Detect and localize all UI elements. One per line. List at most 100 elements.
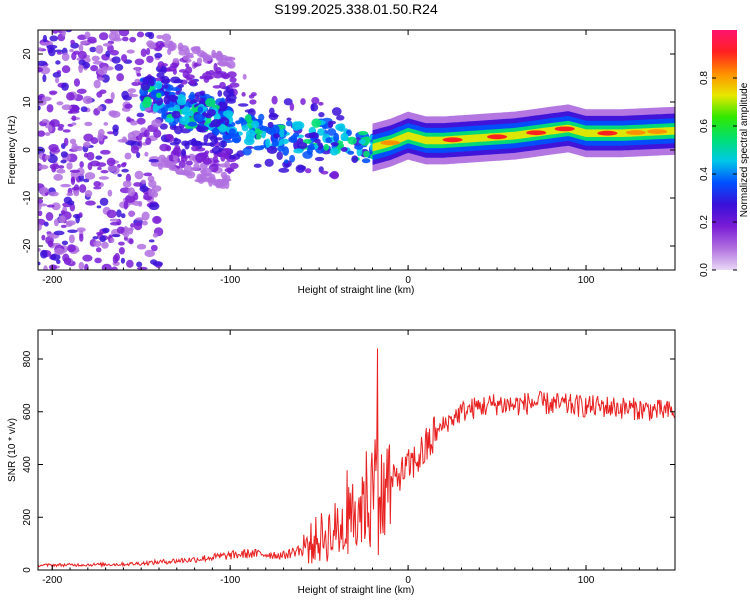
spectral-blob (78, 261, 85, 270)
spectral-blob (165, 134, 174, 140)
spectral-blob (311, 118, 322, 128)
spectral-blob (121, 54, 128, 62)
spectral-blob (273, 133, 280, 139)
spectral-blob (172, 57, 180, 64)
y-tick-label: 800 (22, 350, 33, 367)
spectral-blob (358, 130, 369, 136)
spectral-blob (182, 172, 193, 176)
spectral-blob (167, 107, 176, 112)
spectral-blob (251, 120, 260, 129)
spectral-blob (57, 127, 64, 131)
spectral-blob (109, 110, 121, 118)
spectral-blob (96, 231, 104, 236)
spectral-blob (54, 77, 60, 84)
spectral-blob (120, 213, 126, 219)
spectral-blob (265, 138, 271, 148)
spectral-blob (173, 168, 180, 172)
spectral-blob (202, 158, 212, 165)
spectral-blob (320, 170, 329, 175)
spectral-blob (121, 136, 127, 143)
spectral-blob (66, 162, 73, 170)
spectral-blob (161, 112, 167, 119)
spectral-blob (93, 186, 102, 190)
spectral-blob (224, 56, 236, 62)
spectral-blob (136, 117, 146, 125)
spectral-blob (60, 151, 68, 158)
spectral-blob (130, 223, 135, 228)
spectral-blob (42, 34, 48, 43)
spectrogram-ylabel: Frequency (Hz) (7, 116, 18, 185)
spectral-blob (156, 34, 164, 39)
spectral-blob (253, 163, 262, 168)
y-tick-label: 0 (22, 567, 33, 573)
spectral-blob (126, 49, 135, 54)
spectral-blob (215, 71, 227, 75)
spectral-blob (83, 141, 91, 148)
spectral-blob (136, 261, 143, 268)
spectral-blob (224, 97, 232, 102)
spectral-blob (44, 132, 51, 137)
spectral-blob (157, 162, 164, 170)
spectral-blob (203, 142, 215, 146)
spectral-blob (307, 145, 315, 150)
spectral-blob (289, 102, 295, 111)
spectral-blob (125, 194, 136, 203)
spectral-blob (155, 80, 163, 90)
snr-plot-area (38, 348, 675, 568)
spectral-blob (111, 56, 121, 64)
spectral-blob (67, 244, 76, 253)
spectral-blob (237, 103, 249, 107)
spectral-blob (361, 158, 371, 164)
spectral-blob (41, 96, 52, 102)
spectral-blob (61, 52, 70, 62)
spectral-blob (106, 209, 117, 219)
spectral-blob (78, 43, 84, 53)
spectral-blob (327, 121, 334, 129)
spectral-blob (148, 158, 160, 163)
spectral-blob (340, 146, 348, 152)
spectral-blob (53, 218, 59, 227)
spectral-blob (101, 263, 112, 270)
spectral-blob (279, 128, 285, 138)
spectral-blob (217, 118, 225, 123)
spectral-blob (102, 227, 110, 234)
spectral-blob (171, 150, 179, 154)
spectral-blob (146, 55, 154, 63)
spectral-blob (67, 110, 74, 114)
spectral-blob (153, 129, 162, 138)
spectral-blob (300, 98, 306, 106)
spectral-blob (267, 121, 274, 128)
spectral-blob (95, 155, 103, 160)
colorbar-scale (712, 30, 737, 270)
spectral-blob (44, 154, 51, 160)
spectral-blob (160, 65, 167, 74)
spectral-blob (259, 125, 269, 131)
spectral-blob (297, 142, 308, 150)
spectral-blob (228, 155, 236, 160)
spectral-blob (140, 179, 147, 184)
spectral-blob (224, 180, 230, 189)
spectral-blob (104, 98, 114, 104)
y-tick-label: 10 (22, 96, 33, 108)
spectral-blob (170, 62, 179, 69)
spectral-blob (123, 200, 129, 210)
spectral-blob (38, 223, 42, 231)
spectral-blob (43, 221, 49, 227)
y-tick-label: 20 (22, 48, 33, 60)
spectral-blob (144, 151, 149, 157)
spectral-blob (70, 39, 75, 45)
spectral-blob (73, 78, 81, 87)
spectral-blob (242, 147, 252, 156)
spectral-blob (93, 79, 101, 89)
spectral-blob (174, 144, 181, 152)
spectral-blob (218, 123, 227, 133)
spectral-blob (80, 106, 88, 113)
spectral-blob (128, 238, 134, 245)
spectral-blob (145, 137, 152, 145)
spectral-blob (84, 121, 93, 127)
spectral-band (372, 124, 675, 152)
y-tick-label: 200 (22, 508, 33, 525)
spectral-blob (40, 249, 48, 259)
colorbar: 0.0 0.2 0.4 0.6 0.8 Normalized spectral ampl… (699, 30, 750, 277)
x-tick-label: -100 (220, 575, 240, 586)
